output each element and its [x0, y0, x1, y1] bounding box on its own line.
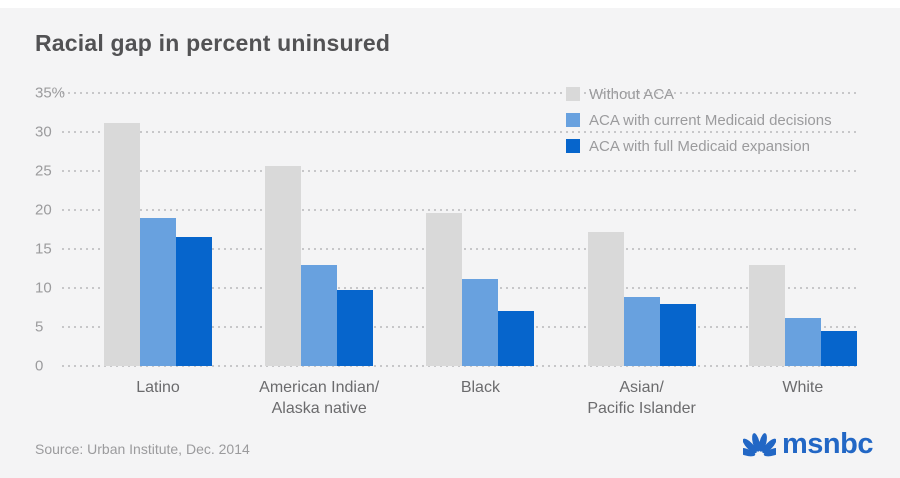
bar [140, 217, 176, 366]
gridline [62, 131, 858, 133]
legend-swatch [566, 113, 580, 127]
top-white-strip [0, 0, 900, 8]
legend-item: Without ACA [566, 81, 832, 107]
source-note: Source: Urban Institute, Dec. 2014 [35, 441, 250, 457]
bar [623, 297, 660, 366]
legend-swatch [566, 139, 580, 153]
bar [784, 317, 821, 366]
legend-item: ACA with full Medicaid expansion [566, 133, 832, 159]
bar [301, 265, 338, 366]
category-label: Black [460, 379, 500, 396]
y-tick-label: 15 [35, 240, 52, 258]
bar [176, 237, 212, 366]
legend-item: ACA with current Medicaid decisions [566, 107, 832, 133]
y-tick-label: 20 [35, 201, 52, 219]
legend-swatch [566, 87, 580, 101]
gridline [62, 365, 858, 367]
y-tick-label: 0 [35, 357, 44, 375]
y-tick-label: 5 [35, 318, 44, 336]
y-tick-label: 25 [35, 162, 52, 180]
gridline [62, 209, 858, 211]
nbc-peacock-icon [743, 433, 777, 457]
legend-label: Without ACA [589, 85, 675, 103]
gridline [62, 170, 858, 172]
bar [337, 289, 374, 366]
y-tick-label: 35% [35, 84, 66, 102]
bar [462, 278, 499, 366]
category-label: American Indian/ Alaska native [259, 379, 380, 417]
category-label: White [782, 379, 824, 396]
chart-legend: Without ACA ACA with current Medicaid dec… [566, 81, 832, 159]
bar [659, 304, 696, 366]
y-tick-label: 10 [35, 279, 52, 297]
gridline [62, 92, 858, 94]
msnbc-logo: msnbc [743, 430, 873, 459]
bar [265, 165, 302, 366]
category-label: Asian/ Pacific Islander [587, 379, 696, 417]
y-tick-label: 30 [35, 123, 52, 141]
bar [820, 330, 857, 366]
legend-label: ACA with full Medicaid expansion [589, 137, 810, 155]
bar [104, 122, 140, 366]
category-label: Latino [136, 379, 180, 396]
legend-label: ACA with current Medicaid decisions [589, 111, 832, 129]
bar [426, 213, 463, 366]
bar [748, 264, 785, 366]
msnbc-wordmark: msnbc [782, 428, 873, 460]
bar [587, 231, 624, 366]
chart-title: Racial gap in percent uninsured [35, 30, 391, 56]
bar [498, 310, 535, 366]
